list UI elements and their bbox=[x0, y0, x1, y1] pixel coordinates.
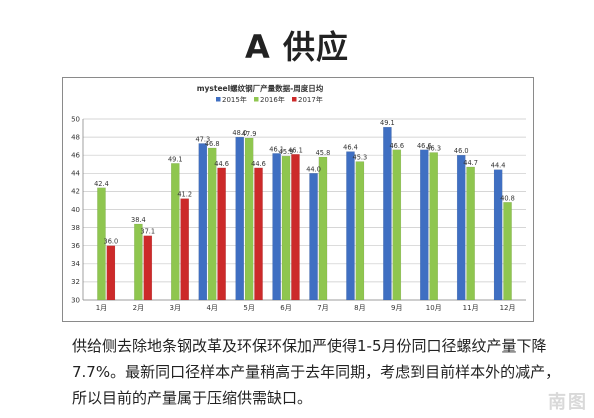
bar bbox=[291, 154, 300, 301]
bar bbox=[309, 173, 318, 301]
data-label: 44.6 bbox=[214, 160, 229, 168]
x-tick-label: 9月 bbox=[391, 304, 402, 312]
legend-swatch bbox=[292, 97, 297, 102]
legend-swatch bbox=[216, 97, 221, 102]
data-label: 49.1 bbox=[380, 119, 395, 127]
bar bbox=[281, 155, 291, 301]
bar bbox=[503, 202, 512, 301]
x-tick-label: 8月 bbox=[354, 304, 365, 312]
data-label: 38.4 bbox=[131, 216, 146, 224]
y-axis-ticks: 50 48 46 44 42 40 38 36 34 32 30 bbox=[71, 115, 80, 304]
data-label: 47.3 bbox=[195, 135, 210, 143]
bar bbox=[456, 154, 466, 301]
chart: mysteel螺纹钢厂产量数据-周度日均 2015年 2016年 2017年 50 4… bbox=[62, 77, 534, 322]
bar bbox=[420, 149, 429, 301]
watermark-logo: 南图 bbox=[548, 392, 588, 413]
chart-gridlines bbox=[82, 118, 526, 301]
data-label: 45.8 bbox=[316, 149, 331, 157]
bar bbox=[170, 163, 180, 301]
y-tick-label: 32 bbox=[71, 278, 80, 286]
data-label: 46.1 bbox=[269, 145, 284, 153]
data-labels: 42.4 36.0 38.4 37.1 49.1 41.2 47.346.8 44.6 48.0… bbox=[94, 119, 515, 246]
x-tick-label: 3月 bbox=[170, 304, 181, 312]
x-tick-label: 2月 bbox=[133, 304, 144, 312]
data-label: 45.3 bbox=[353, 154, 368, 162]
x-tick-label: 4月 bbox=[206, 304, 217, 312]
data-label: 46.4 bbox=[343, 144, 358, 152]
paragraph-line: 供给侧去除地条钢改革及环保环保加严使得1-5月份同口径螺纹产量下降 bbox=[72, 337, 547, 355]
y-tick-label: 38 bbox=[71, 224, 80, 232]
bar bbox=[97, 187, 106, 301]
bar bbox=[493, 169, 503, 301]
y-tick-label: 30 bbox=[71, 296, 80, 304]
bar bbox=[198, 143, 208, 301]
x-tick-label: 1月 bbox=[96, 304, 107, 312]
x-axis-ticks: 1月 2月 3月 4月 5月 6月 7月 8月 9月 10月 11月 12月 bbox=[96, 304, 516, 312]
data-label: 44.7 bbox=[463, 159, 478, 167]
paragraph-line: 7.7%。最新同口径样本产量稍高于去年同期，考虑到目前样本外的减产， bbox=[72, 363, 561, 381]
data-label: 48.0 bbox=[232, 129, 247, 137]
data-label: 44.0 bbox=[306, 165, 321, 173]
bar bbox=[207, 147, 217, 301]
data-label: 46.0 bbox=[454, 147, 469, 155]
data-label: 40.8 bbox=[500, 194, 515, 202]
data-label: 46.3 bbox=[426, 144, 441, 152]
chart-svg: mysteel螺纹钢厂产量数据-周度日均 2015年 2016年 2017年 50 4… bbox=[71, 83, 526, 312]
bar bbox=[272, 153, 281, 301]
y-tick-label: 34 bbox=[71, 260, 80, 268]
chart-legend: 2015年 2016年 2017年 bbox=[216, 95, 323, 104]
y-tick-label: 46 bbox=[71, 152, 80, 160]
data-label: 46.1 bbox=[288, 146, 303, 154]
bar bbox=[346, 151, 355, 301]
y-tick-label: 36 bbox=[71, 242, 80, 250]
x-tick-label: 6月 bbox=[280, 304, 291, 312]
y-tick-label: 50 bbox=[71, 115, 80, 123]
y-tick-label: 44 bbox=[71, 170, 80, 178]
bar bbox=[355, 161, 365, 301]
x-tick-label: 11月 bbox=[463, 304, 479, 312]
bar bbox=[217, 167, 226, 301]
slide-paragraph: 供给侧去除地条钢改革及环保环保加严使得1-5月份同口径螺纹产量下降 7.7%。最… bbox=[72, 333, 572, 411]
data-label: 46.6 bbox=[417, 142, 432, 150]
chart-title: mysteel螺纹钢厂产量数据-周度日均 bbox=[197, 83, 324, 93]
data-label: 41.2 bbox=[177, 191, 192, 199]
y-tick-label: 42 bbox=[71, 188, 80, 196]
bar bbox=[235, 136, 245, 301]
bar bbox=[318, 156, 328, 301]
bar bbox=[244, 137, 254, 301]
x-tick-label: 5月 bbox=[243, 304, 254, 312]
data-label: 49.1 bbox=[168, 155, 183, 163]
legend-label: 2016年 bbox=[260, 95, 285, 104]
y-tick-label: 48 bbox=[71, 133, 80, 141]
x-tick-label: 12月 bbox=[500, 304, 516, 312]
data-label: 46.8 bbox=[205, 140, 220, 148]
bar bbox=[254, 167, 263, 301]
data-label: 44.6 bbox=[251, 160, 266, 168]
legend-label: 2017年 bbox=[298, 95, 323, 104]
data-label: 45.9 bbox=[279, 148, 294, 156]
bar bbox=[466, 166, 475, 301]
data-label: 47.9 bbox=[242, 130, 257, 138]
data-label: 44.4 bbox=[491, 162, 506, 170]
paragraph-line: 所以目前的产量属于压缩供需缺口。 bbox=[72, 389, 313, 407]
bar bbox=[429, 152, 439, 301]
legend-label: 2015年 bbox=[222, 95, 247, 104]
bar bbox=[143, 235, 153, 301]
bar bbox=[392, 149, 402, 301]
y-tick-label: 40 bbox=[71, 206, 80, 214]
bar bbox=[106, 245, 116, 301]
legend-swatch bbox=[254, 97, 259, 102]
bar bbox=[383, 126, 392, 301]
bar bbox=[134, 223, 143, 301]
data-label: 36.0 bbox=[104, 238, 119, 246]
bar bbox=[180, 198, 189, 301]
data-label: 37.1 bbox=[140, 228, 155, 236]
data-label: 46.6 bbox=[389, 142, 404, 150]
x-tick-label: 10月 bbox=[426, 304, 442, 312]
chart-bars bbox=[97, 126, 512, 301]
data-label: 42.4 bbox=[94, 180, 109, 188]
x-tick-label: 7月 bbox=[317, 304, 328, 312]
slide-title: A 供应 bbox=[245, 28, 349, 66]
